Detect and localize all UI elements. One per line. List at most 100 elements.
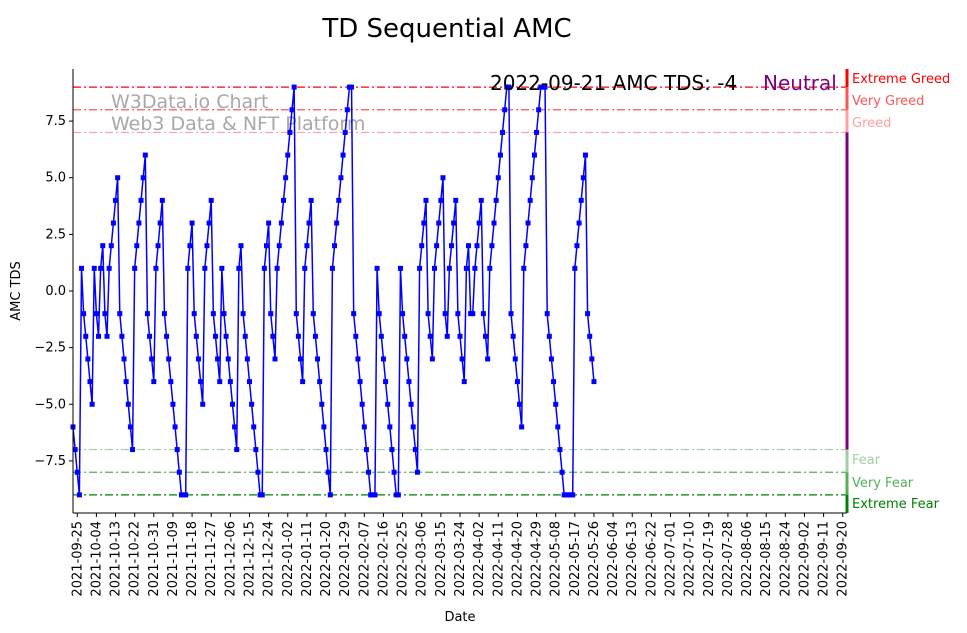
data-point xyxy=(517,401,523,407)
data-point xyxy=(183,492,189,498)
band-label: Extreme Fear xyxy=(852,497,940,512)
data-point xyxy=(591,379,597,385)
data-point xyxy=(127,424,133,430)
y-tick-label: −5.0 xyxy=(34,397,66,412)
data-point xyxy=(531,152,537,158)
data-point xyxy=(266,220,272,226)
data-point xyxy=(274,265,280,271)
data-point xyxy=(287,129,293,135)
data-point xyxy=(198,379,204,385)
data-point xyxy=(374,265,380,271)
data-point xyxy=(281,197,287,203)
x-tick-label: 2022-02-07 xyxy=(357,521,372,597)
band-labels: Extreme Greed Very Greed Greed Fear Very Fea… xyxy=(852,72,950,512)
data-point xyxy=(544,311,550,317)
data-point xyxy=(332,243,338,249)
band-label: Extreme Greed xyxy=(852,72,950,87)
data-point xyxy=(580,175,586,181)
data-point xyxy=(444,333,450,339)
data-point xyxy=(261,265,267,271)
data-point xyxy=(312,333,318,339)
x-tick-label: 2022-01-20 xyxy=(319,521,334,597)
data-point xyxy=(497,152,503,158)
x-tick-label: 2022-07-19 xyxy=(702,521,717,597)
data-point xyxy=(578,197,584,203)
data-point xyxy=(342,129,348,135)
data-point xyxy=(553,401,559,407)
data-point xyxy=(195,356,201,362)
data-point xyxy=(225,356,231,362)
data-point xyxy=(138,197,144,203)
data-point xyxy=(238,243,244,249)
data-point xyxy=(306,220,312,226)
data-point xyxy=(361,424,367,430)
data-point xyxy=(463,265,469,271)
data-point xyxy=(325,469,331,475)
data-point xyxy=(308,197,314,203)
status-label: Neutral xyxy=(763,71,837,95)
data-point xyxy=(206,220,212,226)
data-point xyxy=(87,379,93,385)
x-tick-label: 2022-08-06 xyxy=(740,521,755,597)
x-tick-label: 2022-01-11 xyxy=(300,521,315,597)
x-tick-label: 2021-12-24 xyxy=(262,521,277,597)
x-ticks: 2021-09-25 2021-10-04 2021-10-13 2021-10-22… xyxy=(70,513,851,597)
x-tick-label: 2022-05-26 xyxy=(587,521,602,597)
y-tick-label: 0.0 xyxy=(45,284,66,299)
data-point xyxy=(427,333,433,339)
data-point xyxy=(376,311,382,317)
data-point xyxy=(81,311,87,317)
data-point xyxy=(161,311,167,317)
data-point xyxy=(585,311,591,317)
data-point xyxy=(208,197,214,203)
x-tick-label: 2022-08-15 xyxy=(759,521,774,597)
data-point xyxy=(102,311,108,317)
y-tick-label: −2.5 xyxy=(34,341,66,356)
data-point xyxy=(242,333,248,339)
data-point xyxy=(412,447,418,453)
data-point xyxy=(76,492,82,498)
data-point xyxy=(96,333,102,339)
data-point xyxy=(187,243,193,249)
x-tick-label: 2022-04-20 xyxy=(510,521,525,597)
data-point xyxy=(298,356,304,362)
data-point xyxy=(355,356,361,362)
data-point xyxy=(164,333,170,339)
data-point xyxy=(72,447,78,453)
x-tick-label: 2021-09-25 xyxy=(70,521,85,597)
data-point xyxy=(351,311,357,317)
data-point xyxy=(253,447,259,453)
data-point xyxy=(74,469,80,475)
data-point xyxy=(506,84,512,90)
y-tick-label: −7.5 xyxy=(34,454,66,469)
data-point xyxy=(389,447,395,453)
data-point xyxy=(144,311,150,317)
data-point xyxy=(457,333,463,339)
data-point xyxy=(327,492,333,498)
data-point xyxy=(359,401,365,407)
series-line xyxy=(72,86,595,496)
data-point xyxy=(587,333,593,339)
data-point xyxy=(461,379,467,385)
data-point xyxy=(363,447,369,453)
data-point xyxy=(536,107,542,113)
data-point xyxy=(136,220,142,226)
data-point xyxy=(125,401,131,407)
data-point xyxy=(278,220,284,226)
data-point xyxy=(304,243,310,249)
data-point xyxy=(234,447,240,453)
data-point xyxy=(200,401,206,407)
data-point xyxy=(270,333,276,339)
data-point xyxy=(353,333,359,339)
data-point xyxy=(229,401,235,407)
x-tick-label: 2022-09-20 xyxy=(836,521,851,597)
data-point xyxy=(431,265,437,271)
data-point xyxy=(338,175,344,181)
data-point xyxy=(508,311,514,317)
data-point xyxy=(285,152,291,158)
data-point xyxy=(157,220,163,226)
data-point xyxy=(466,243,472,249)
data-point xyxy=(117,311,123,317)
data-point xyxy=(453,197,459,203)
